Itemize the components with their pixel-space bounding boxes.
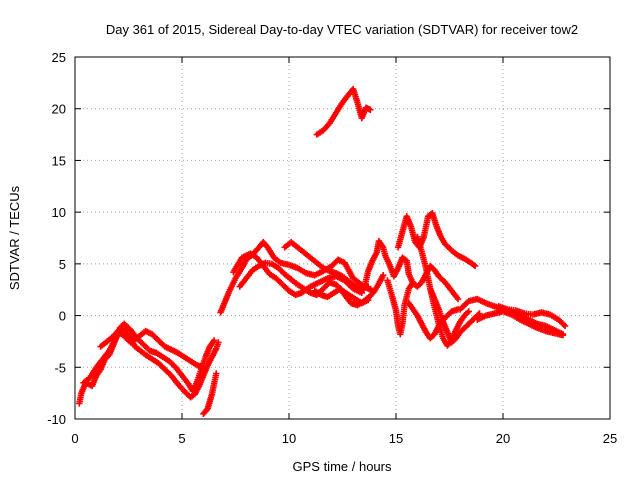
series-trace-9 <box>311 272 387 309</box>
plot-frame <box>74 56 611 420</box>
series-trace-16 <box>427 285 483 346</box>
data-point <box>471 262 479 270</box>
series-trace-19 <box>495 303 569 330</box>
data-point <box>560 321 567 328</box>
x-tick-labels: 0 5 10 15 20 25 <box>71 431 617 446</box>
data-point <box>367 106 374 113</box>
x-tick-label: 5 <box>178 431 185 446</box>
data-point <box>454 295 462 303</box>
series-trace-10 <box>313 85 374 138</box>
y-tick-label: 10 <box>52 205 66 220</box>
data-point <box>465 308 472 315</box>
y-tick-label: -5 <box>54 360 66 375</box>
y-tick-label: 20 <box>52 102 66 117</box>
axis-ticks <box>74 56 611 420</box>
data-point <box>561 322 569 330</box>
chart-title: Day 361 of 2015, Sidereal Day-to-day VTE… <box>106 22 578 37</box>
series-trace-4 <box>200 370 220 418</box>
x-tick-label: 20 <box>496 431 510 446</box>
data-marks <box>76 85 569 418</box>
data-point <box>215 339 222 346</box>
series-trace-15 <box>405 299 462 342</box>
x-axis-label: GPS time / hours <box>293 459 392 474</box>
y-tick-label: 0 <box>59 309 66 324</box>
data-point <box>379 272 387 279</box>
y-tick-label: -10 <box>47 412 66 427</box>
x-tick-label: 0 <box>71 431 78 446</box>
data-point <box>210 337 218 344</box>
x-tick-label: 10 <box>282 431 296 446</box>
grid <box>75 57 610 419</box>
y-tick-labels: -10 -5 0 5 10 15 20 25 <box>47 50 66 427</box>
data-point <box>213 370 220 377</box>
series-trace-3 <box>97 327 207 371</box>
series-trace-18 <box>474 308 567 339</box>
y-tick-label: 15 <box>52 153 66 168</box>
data-point <box>200 364 207 371</box>
data-point <box>474 311 482 318</box>
y-tick-label: 25 <box>52 50 66 65</box>
data-point <box>476 310 483 317</box>
series-trace-8 <box>281 238 372 292</box>
series-trace-12 <box>384 277 417 338</box>
x-tick-label: 25 <box>603 431 617 446</box>
data-point <box>559 332 567 339</box>
y-axis-label: SDTVAR / TECUs <box>7 185 22 290</box>
y-tick-label: 5 <box>59 257 66 272</box>
x-tick-label: 15 <box>389 431 403 446</box>
data-point <box>409 279 417 286</box>
